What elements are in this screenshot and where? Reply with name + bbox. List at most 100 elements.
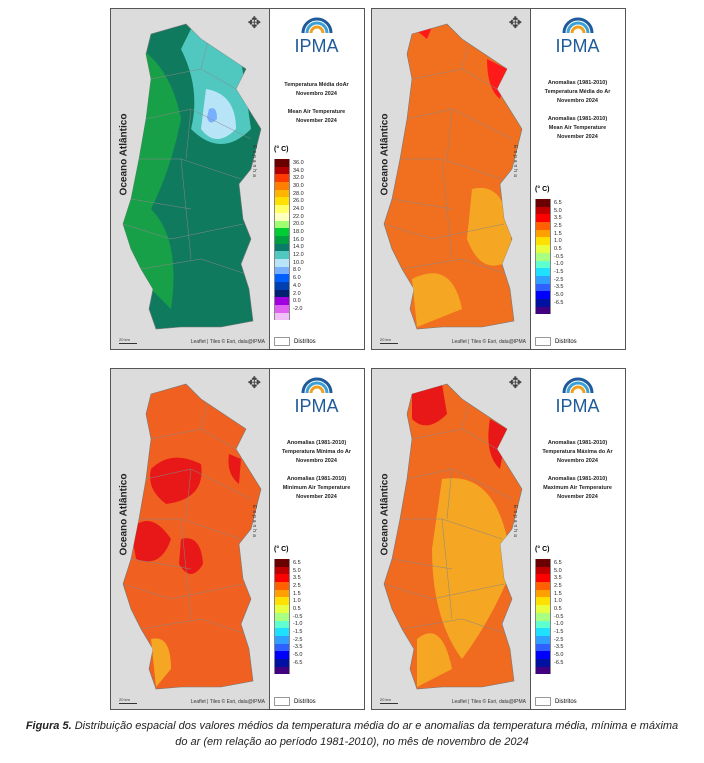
legend-unit: (° C): [535, 546, 550, 553]
legend-entry: 2.5: [535, 222, 563, 230]
ocean-label: Oceano Atlântico: [118, 473, 130, 556]
legend-entry: 24.0: [274, 205, 304, 213]
map-attribution[interactable]: Leaflet | Tiles © Esri, data@IPMA: [190, 699, 265, 705]
legend-value: -1.0: [554, 621, 564, 628]
legend-value: -1.5: [293, 629, 303, 636]
legend-entry: -6.5: [535, 298, 563, 307]
legend-entry: 3.5: [535, 214, 563, 223]
panel-title-line: Minimum Air Temperature: [282, 485, 351, 491]
legend-swatch: [535, 635, 551, 644]
legend-entry: 4.0: [274, 282, 304, 290]
panel-title: Anomalias (1981-2010) Temperatura Mínima …: [269, 439, 364, 502]
legend-swatch: [274, 651, 290, 659]
map[interactable]: Oceano Atlântico Espanha ✥ 20 km Leaflet…: [372, 9, 531, 349]
temperature-zone: [151, 638, 171, 687]
legend-entry: 6.5: [535, 559, 563, 567]
figure-caption: Figura 5. Distribuição espacial dos valo…: [20, 718, 684, 750]
legend-entry: -2.5: [274, 635, 302, 644]
panel-title-line: Novembro 2024: [557, 98, 598, 104]
district-borders: [123, 28, 252, 275]
legend-value: 3.5: [554, 215, 562, 222]
districts-legend[interactable]: Distritos: [274, 697, 316, 706]
legend-entry: 10.0: [274, 258, 304, 267]
ocean-label: Oceano Atlântico: [379, 113, 391, 196]
legend-entry: -0.5: [535, 612, 563, 621]
panel-title-line: [269, 466, 364, 475]
map-attribution[interactable]: Leaflet | Tiles © Esri, data@IPMA: [451, 339, 526, 345]
legend-value: 2.5: [293, 582, 301, 589]
legend-entry: 12.0: [274, 251, 304, 259]
map[interactable]: Oceano Atlântico Espanha ✥ 20 km Leaflet…: [111, 9, 270, 349]
map-attribution[interactable]: Leaflet | Tiles © Esri, data@IPMA: [190, 339, 265, 345]
legend-entry: -1.5: [535, 628, 563, 636]
districts-swatch: [274, 697, 290, 706]
legend-value: 12.0: [293, 252, 304, 259]
legend-entry: -1.0: [535, 620, 564, 629]
legend-entry: [535, 306, 563, 315]
districts-legend[interactable]: Distritos: [535, 697, 577, 706]
panel-title-line: Temperatura Máxima do Ar: [542, 449, 613, 455]
legend-swatch: [274, 589, 290, 598]
panel-title-line: Temperatura Média doAr: [284, 82, 349, 88]
legend-entry: 30.0: [274, 182, 304, 190]
legend-entry: 22.0: [274, 212, 304, 221]
legend-value: 1.5: [293, 590, 301, 597]
legend-value: 2.5: [554, 582, 562, 589]
legend-entry: [274, 666, 302, 675]
ocean-label: Oceano Atlântico: [379, 473, 391, 556]
districts-legend[interactable]: Distritos: [535, 337, 577, 346]
legend-entry: -2.0: [274, 305, 304, 313]
legend-value: 5.0: [293, 567, 301, 574]
legend-entry: 32.0: [274, 174, 304, 183]
panel-title-line: Anomalias (1981-2010): [286, 440, 347, 446]
temperature-zone: [201, 89, 236, 139]
legend-swatch: [535, 582, 551, 590]
legend-swatch: [535, 260, 551, 269]
panel-title-line: Novembro 2024: [557, 458, 598, 464]
legend-entry: -6.5: [535, 658, 563, 667]
legend-entry: 36.0: [274, 159, 304, 167]
legend-value: 16.0: [293, 236, 304, 243]
legend-entry: 5.0: [274, 566, 302, 575]
legend-value: -5.0: [554, 292, 564, 299]
legend-value: -1.0: [293, 621, 303, 628]
ipma-arcs-icon: [562, 17, 593, 34]
legend-entry: 1.5: [535, 229, 563, 238]
map[interactable]: Oceano Atlântico Espanha ✥ 20 km Leaflet…: [111, 369, 270, 709]
legend-entry: 8.0: [274, 266, 304, 275]
color-legend: 6.5 5.0 3.5 2.5 1.5 1.0 0.5 -0.5 -1.0 -1.5 -2.5 -3.…: [535, 199, 564, 315]
legend-swatch: [535, 222, 551, 230]
legend-swatch: [535, 291, 551, 299]
legend-value: -6.5: [293, 659, 303, 666]
temperature-zone: [228, 454, 241, 484]
panel-title: Temperatura Média doAr Novembro 2024 Mean…: [269, 81, 364, 126]
legend-swatch: [535, 666, 551, 675]
legend-value: 0.0: [293, 298, 301, 305]
legend-value: 14.0: [293, 244, 304, 251]
country-label: Espanha: [250, 505, 257, 539]
map-panel-2: Oceano Atlântico Espanha ✥ 20 km Leaflet…: [371, 8, 626, 350]
legend-value: 26.0: [293, 198, 304, 205]
panel-title: Anomalias (1981-2010) Temperatura Média d…: [530, 79, 625, 142]
compass-rose-icon: ✥: [508, 15, 522, 32]
legend-swatch: [274, 228, 290, 236]
panel-title-line: [530, 466, 625, 475]
legend-swatch: [274, 597, 290, 606]
legend-entry: -1.5: [535, 268, 563, 276]
legend-swatch: [274, 566, 290, 575]
legend-swatch: [274, 159, 290, 167]
color-legend: 6.5 5.0 3.5 2.5 1.5 1.0 0.5 -0.5 -1.0 -1.5 -2.5 -3.…: [535, 559, 564, 675]
districts-legend[interactable]: Distritos: [274, 337, 316, 346]
map-attribution[interactable]: Leaflet | Tiles © Esri, data@IPMA: [451, 699, 526, 705]
portugal-map: [383, 23, 523, 330]
legend-entry: -6.5: [274, 658, 303, 667]
legend-swatch: [535, 643, 551, 652]
map[interactable]: Oceano Atlântico Espanha ✥ 20 km Leaflet…: [372, 369, 531, 709]
legend-value: -3.5: [554, 284, 564, 291]
panel-title-line: Maximum Air Temperature: [543, 485, 612, 491]
legend-entry: 1.0: [535, 237, 563, 246]
temperature-zone: [412, 273, 462, 327]
legend-value: 6.5: [293, 559, 301, 566]
legend-swatch: [274, 182, 290, 190]
legend-entry: -2.5: [535, 275, 563, 284]
